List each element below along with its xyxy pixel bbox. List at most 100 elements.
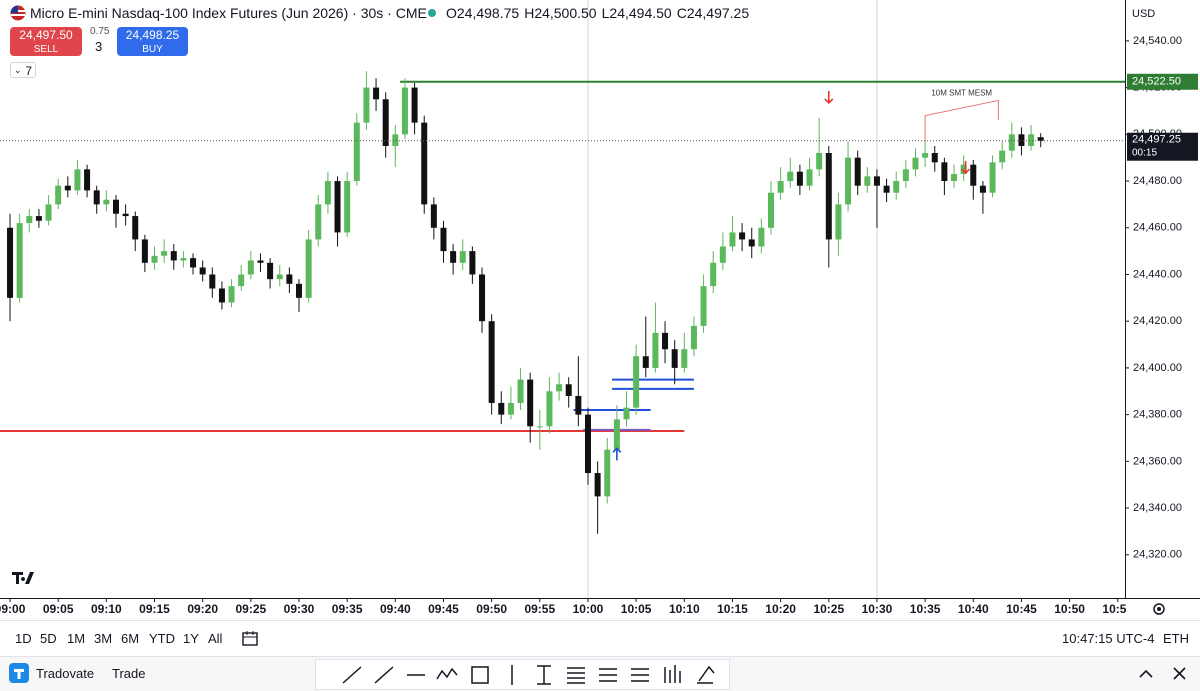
x-tick-label: 09:20 bbox=[187, 602, 218, 616]
session[interactable]: ETH bbox=[1163, 631, 1189, 646]
y-tick-label: 24,340.00 bbox=[1133, 502, 1182, 514]
currency-select[interactable]: USD bbox=[1132, 8, 1156, 20]
range-bar bbox=[0, 620, 1200, 657]
candle-body bbox=[35, 216, 42, 221]
candle-body bbox=[864, 176, 871, 186]
candle-body bbox=[305, 239, 312, 298]
tool-fib[interactable] bbox=[567, 667, 585, 684]
ohlc-key: H bbox=[524, 5, 535, 21]
candle-body bbox=[1028, 134, 1035, 146]
range-button[interactable]: YTD bbox=[149, 631, 175, 646]
arrow-marker bbox=[961, 161, 971, 175]
broker-name[interactable]: Tradovate bbox=[36, 666, 95, 681]
candle-body bbox=[74, 169, 81, 191]
candle-body bbox=[488, 321, 495, 403]
candle-body bbox=[257, 260, 264, 263]
candle-body bbox=[218, 288, 225, 303]
tool-volume[interactable] bbox=[664, 665, 681, 683]
candle-body bbox=[64, 185, 71, 191]
candle-body bbox=[604, 449, 611, 497]
quantity[interactable]: 3 bbox=[95, 39, 103, 54]
range-button[interactable]: 3M bbox=[94, 631, 113, 646]
tool-ray[interactable] bbox=[374, 666, 394, 684]
window-controls bbox=[1139, 667, 1186, 680]
candle-body bbox=[430, 204, 437, 228]
range-button[interactable]: 1D bbox=[15, 631, 32, 646]
candle-body bbox=[922, 153, 929, 158]
settings-icon[interactable] bbox=[1153, 603, 1165, 615]
candle-body bbox=[228, 286, 235, 303]
x-tick-label: 09:15 bbox=[139, 602, 170, 616]
tool-range[interactable] bbox=[537, 665, 551, 685]
candle-body bbox=[748, 239, 755, 247]
candle-body bbox=[594, 473, 601, 497]
tool-channel[interactable] bbox=[631, 668, 649, 682]
candle-body bbox=[623, 407, 630, 420]
tool-eraser[interactable] bbox=[697, 665, 715, 684]
candle-body bbox=[873, 176, 880, 186]
x-tick-label: 10:20 bbox=[765, 602, 796, 616]
buy-label: BUY bbox=[142, 44, 163, 55]
range-button[interactable]: 1Y bbox=[183, 631, 199, 646]
range-button[interactable]: 6M bbox=[121, 631, 140, 646]
range-button[interactable]: 1M bbox=[67, 631, 86, 646]
buy-price: 24,498.25 bbox=[125, 28, 180, 42]
candle-body bbox=[816, 153, 823, 170]
range-button[interactable]: All bbox=[208, 631, 223, 646]
collapse-button[interactable] bbox=[1139, 669, 1153, 678]
level-label-bg bbox=[1127, 73, 1198, 90]
smt-line bbox=[924, 99, 999, 142]
indicators-toggle[interactable]: ⌄ 7 bbox=[10, 62, 36, 78]
candle-body bbox=[893, 181, 900, 193]
tool-levels[interactable] bbox=[599, 668, 617, 682]
range-button[interactable]: 5D bbox=[40, 631, 57, 646]
candle-body bbox=[883, 185, 890, 193]
candle-body bbox=[787, 171, 794, 182]
date-range-icon[interactable] bbox=[241, 629, 259, 647]
y-tick-label: 24,540.00 bbox=[1133, 35, 1182, 47]
candle-body bbox=[758, 227, 765, 247]
candle-body bbox=[151, 255, 158, 263]
candle-body bbox=[392, 134, 399, 146]
ohlc-value: 24,498.75 bbox=[456, 5, 520, 21]
candle-body bbox=[845, 157, 852, 205]
candle-body bbox=[642, 356, 649, 368]
candle-body bbox=[161, 251, 168, 256]
sell-button[interactable]: 24,497.50 SELL bbox=[10, 27, 82, 56]
ohlc: O24,498.75 H24,500.50 L24,494.50 C24,497.25 bbox=[446, 5, 749, 21]
ohlc-key: O bbox=[446, 5, 457, 21]
candle-body bbox=[267, 262, 274, 280]
candle-body bbox=[835, 204, 842, 240]
clock: 10:47:15 UTC-4 bbox=[1062, 631, 1155, 646]
candle-body bbox=[295, 283, 302, 298]
arrow-marker bbox=[824, 90, 834, 105]
candle-body bbox=[16, 223, 23, 298]
x-tick-label: 10:05 bbox=[621, 602, 652, 616]
flag-icon bbox=[10, 5, 26, 21]
candle-body bbox=[989, 162, 996, 193]
close-button[interactable] bbox=[1173, 667, 1186, 680]
arrow-marker bbox=[612, 447, 622, 461]
x-tick-label: 09:35 bbox=[332, 602, 363, 616]
candle-body bbox=[951, 174, 958, 182]
tool-trendline[interactable] bbox=[342, 666, 362, 684]
tool-rect[interactable] bbox=[471, 666, 489, 684]
ohlc-value: 24,500.50 bbox=[534, 5, 597, 21]
buy-button[interactable]: 24,498.25 BUY bbox=[117, 27, 188, 56]
candle-body bbox=[199, 267, 206, 275]
x-tick-label: 10:40 bbox=[958, 602, 989, 616]
x-tick-label: 10:45 bbox=[1006, 602, 1037, 616]
tool-path[interactable] bbox=[436, 667, 458, 680]
y-tick-label: 24,460.00 bbox=[1133, 222, 1182, 234]
trade-tab[interactable]: Trade bbox=[112, 666, 146, 681]
symbol-title[interactable]: Micro E-mini Nasdaq-100 Index Futures (J… bbox=[30, 5, 427, 21]
drawing-toolbar bbox=[315, 659, 730, 690]
x-tick-label: 10:35 bbox=[910, 602, 941, 616]
y-tick-label: 24,320.00 bbox=[1133, 549, 1182, 561]
x-tick-label: 10:50 bbox=[1054, 602, 1085, 616]
candle-body bbox=[970, 164, 977, 186]
y-tick-label: 24,420.00 bbox=[1133, 315, 1182, 327]
candle-body bbox=[912, 157, 919, 170]
candle-body bbox=[546, 391, 553, 427]
candle-body bbox=[941, 162, 948, 182]
